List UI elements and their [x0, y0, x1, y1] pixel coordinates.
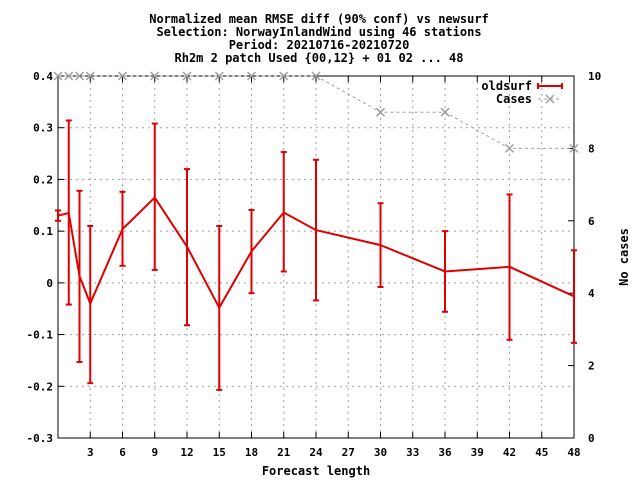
- y-tick-label: 0.3: [33, 122, 53, 135]
- cases-point: [53, 71, 63, 81]
- legend-swatch-cross: [545, 94, 555, 104]
- x-tick-label: 45: [535, 446, 548, 459]
- y-tick-label: -0.3: [27, 432, 54, 445]
- y2-axis-label: No cases: [617, 228, 631, 286]
- x-tick-label: 6: [119, 446, 126, 459]
- y2-tick-label: 10: [588, 70, 601, 83]
- cases-point: [64, 71, 74, 81]
- cases-line: [58, 75, 574, 149]
- cases-point: [279, 71, 289, 81]
- cases-point: [117, 71, 128, 81]
- x-tick-label: 30: [374, 446, 387, 459]
- y-tick-label: 0: [46, 277, 53, 290]
- title-line-4: Rh2m 2 patch Used {00,12} + 01 02 ... 48: [175, 51, 464, 65]
- y2-tick-label: 6: [588, 215, 595, 228]
- x-axis-label: Forecast length: [262, 464, 370, 478]
- cases-point: [150, 71, 160, 81]
- x-tick-label: 27: [342, 446, 355, 459]
- x-tick-label: 24: [309, 446, 323, 459]
- x-tick-label: 21: [277, 446, 291, 459]
- legend-label-oldsurf: oldsurf: [481, 79, 532, 93]
- cases-point: [74, 71, 85, 81]
- cases-point: [569, 143, 579, 153]
- y-tick-label: -0.1: [27, 329, 54, 342]
- cases-point: [85, 71, 95, 81]
- x-tick-label: 9: [151, 446, 158, 459]
- x-tick-label: 36: [438, 446, 452, 459]
- y2-tick-label: 0: [588, 432, 595, 445]
- axis-ticks: 3 6 9 12 15 18 21 24 27 30 33 36 39 42 45 48-0.3-0.2-0.…: [27, 70, 602, 459]
- y-tick-label: -0.2: [27, 380, 54, 393]
- title-line-2: Selection: NorwayInlandWind using 46 sta…: [156, 25, 481, 39]
- y-tick-label: 0.1: [33, 225, 53, 238]
- cases-point: [311, 71, 321, 81]
- x-tick-label: 15: [213, 446, 226, 459]
- oldsurf-line: [57, 195, 575, 310]
- y2-tick-label: 8: [588, 142, 595, 155]
- cases-point: [375, 107, 386, 117]
- x-tick-label: 33: [406, 446, 419, 459]
- x-tick-label: 42: [503, 446, 516, 459]
- legend-label-cases: Cases: [496, 92, 532, 106]
- x-tick-label: 3: [87, 446, 94, 459]
- x-tick-label: 12: [180, 446, 193, 459]
- y-tick-label: 0.2: [33, 173, 53, 186]
- title-line-1: Normalized mean RMSE diff (90% conf) vs …: [149, 12, 489, 26]
- x-tick-label: 48: [567, 446, 580, 459]
- y-tick-label: 0.4: [33, 70, 53, 83]
- x-tick-label: 18: [245, 446, 258, 459]
- cases-point: [440, 107, 450, 117]
- cases-point: [504, 143, 515, 153]
- cases-point: [182, 71, 192, 81]
- y2-tick-label: 2: [588, 360, 595, 373]
- y2-tick-label: 4: [588, 287, 595, 300]
- cases-point: [214, 71, 224, 81]
- series: [53, 71, 579, 391]
- title-line-3: Period: 20210716-20210720: [229, 38, 410, 52]
- cases-point: [246, 71, 257, 81]
- x-tick-label: 39: [471, 446, 484, 459]
- chart-title: Normalized mean RMSE diff (90% conf) vs …: [149, 12, 489, 65]
